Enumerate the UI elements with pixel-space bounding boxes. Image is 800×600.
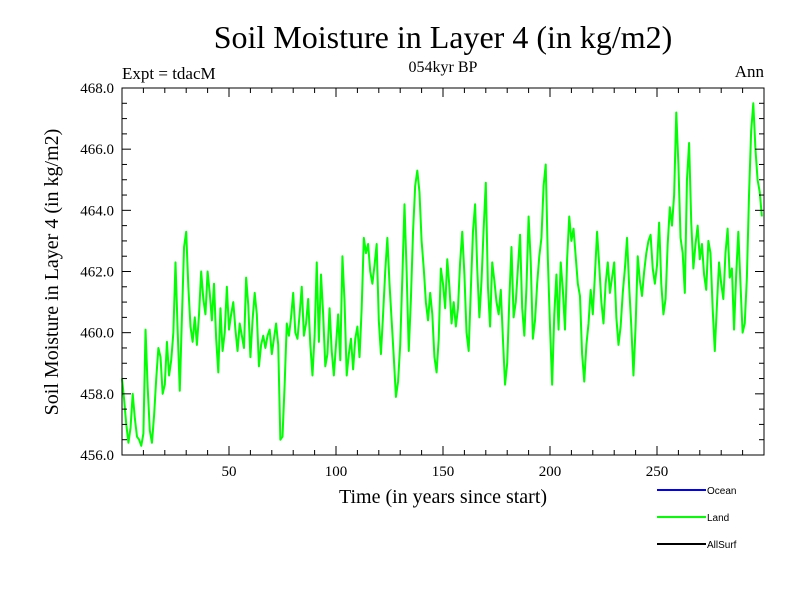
y-tick-label: 466.0 (80, 142, 114, 158)
y-tick-label: 460.0 (80, 326, 114, 342)
y-tick-label: 468.0 (80, 81, 114, 97)
experiment-label: Expt = tdacM (122, 64, 216, 83)
x-tick-label: 150 (432, 464, 455, 480)
chart-title: Soil Moisture in Layer 4 (in kg/m2) (214, 19, 673, 55)
x-axis-label: Time (in years since start) (339, 486, 547, 508)
y-tick-label: 458.0 (80, 387, 114, 403)
series-layer (121, 102, 763, 447)
plot-frame (121, 87, 765, 456)
x-tick-label: 50 (222, 464, 237, 480)
y-tick-label: 456.0 (80, 448, 114, 464)
legend-label-ocean: Ocean (707, 486, 736, 497)
season-label: Ann (735, 62, 765, 81)
series-line-land (121, 102, 763, 447)
y-tick-label: 462.0 (80, 265, 114, 281)
tick-layer: 50 100 150 200 250 456.0 458.0 460.0 462.0 464.0 4… (80, 81, 764, 480)
legend: Ocean Land AllSurf (657, 486, 737, 551)
legend-label-land: Land (707, 513, 729, 524)
y-axis-label: Soil Moisture in Layer 4 (in kg/m2) (41, 129, 63, 416)
plot-area: 50 100 150 200 250 456.0 458.0 460.0 462.0 464.0 4… (80, 81, 765, 480)
x-tick-label: 250 (646, 464, 669, 480)
x-tick-label: 100 (325, 464, 348, 480)
y-tick-label: 464.0 (80, 203, 114, 219)
chart-subtitle: 054kyr BP (409, 59, 478, 76)
x-tick-label: 200 (539, 464, 562, 480)
legend-label-allsurf: AllSurf (707, 540, 737, 551)
